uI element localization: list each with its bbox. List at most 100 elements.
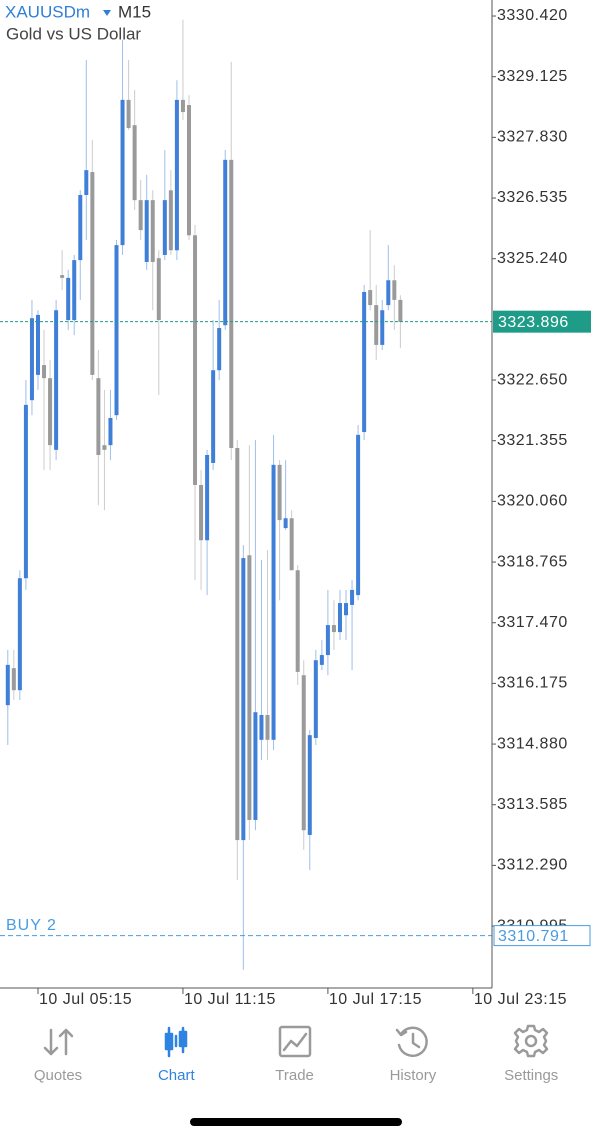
candle-body: [35, 314, 40, 375]
symbol-dropdown[interactable]: [103, 10, 111, 16]
candle-body: [392, 280, 397, 300]
candle: [253, 440, 258, 831]
candle-body: [247, 555, 252, 820]
candle: [356, 425, 361, 601]
order-price-label: 3310.791: [498, 928, 569, 945]
candle-body: [199, 484, 204, 541]
candle-body: [283, 518, 288, 529]
candle: [29, 299, 34, 416]
candle-body: [217, 328, 222, 371]
candle: [307, 730, 312, 871]
candle: [380, 299, 385, 351]
nav-icons: [43, 1024, 549, 1058]
candle: [72, 254, 77, 336]
history-icon[interactable]: [395, 1026, 428, 1058]
candle-body: [259, 715, 264, 740]
candle: [392, 265, 397, 330]
nav-tab-label[interactable]: History: [390, 1067, 437, 1084]
candle-body: [186, 105, 191, 236]
y-tick-label: 3321.355: [497, 432, 568, 449]
candle-body: [362, 291, 367, 433]
y-tick-label: 3317.470: [497, 614, 568, 631]
candle: [102, 389, 107, 511]
candle-body: [78, 194, 83, 261]
candle-body: [223, 159, 228, 326]
candle: [174, 80, 179, 261]
candle-body: [108, 417, 113, 446]
nav-tab-label[interactable]: Chart: [158, 1067, 196, 1084]
candle: [295, 565, 300, 686]
candle: [259, 559, 264, 760]
candle-body: [126, 99, 131, 128]
candle-body: [102, 445, 107, 450]
candle-body: [313, 660, 318, 738]
candle: [66, 269, 71, 330]
candle-body: [66, 277, 71, 321]
candle: [162, 150, 167, 261]
candle: [386, 245, 391, 311]
y-tick-label: 3322.650: [497, 371, 568, 388]
current-price-label: 3323.896: [498, 314, 569, 331]
y-tick-label: 3330.420: [497, 7, 568, 24]
candle: [96, 350, 101, 506]
candle: [54, 299, 59, 461]
candle: [156, 250, 161, 396]
candle-body: [301, 675, 306, 831]
candle-body: [11, 668, 16, 691]
candle: [120, 39, 125, 255]
candle: [114, 239, 119, 420]
candle: [301, 660, 306, 850]
x-tick-label: 10 Jul 17:15: [329, 991, 422, 1008]
settings-icon[interactable]: [513, 1024, 549, 1058]
candle-body: [168, 190, 173, 251]
candle: [247, 445, 252, 841]
candle-body: [211, 370, 216, 463]
candle-body: [325, 625, 330, 656]
candle: [337, 589, 342, 641]
candle-body: [72, 260, 77, 321]
order-price-box: [493, 925, 591, 947]
order-label: BUY 2: [6, 917, 57, 934]
candle: [17, 570, 22, 701]
candle-body: [235, 447, 240, 841]
candle-body: [150, 200, 155, 262]
current-price-box: [493, 310, 591, 333]
candle: [186, 95, 191, 240]
y-tick-label: 3313.585: [497, 796, 568, 813]
candle-body: [368, 290, 373, 306]
candle-body: [350, 589, 355, 605]
y-tick-label: 3327.830: [497, 129, 568, 146]
quotes-icon[interactable]: [43, 1028, 74, 1056]
chart-icon[interactable]: [164, 1026, 188, 1058]
candle: [199, 469, 204, 590]
candle-body: [29, 318, 34, 401]
candle-body: [356, 434, 361, 596]
y-tick-label: 3312.290: [497, 857, 568, 874]
symbol[interactable]: XAUUSDm: [5, 2, 90, 21]
candle: [126, 60, 131, 130]
nav-tab-label[interactable]: Quotes: [34, 1067, 82, 1084]
candle-body: [84, 170, 89, 195]
candle-body: [374, 305, 379, 345]
nav-tab-label[interactable]: Settings: [504, 1067, 558, 1084]
candle: [325, 589, 330, 676]
candle: [211, 320, 216, 470]
candle-body: [114, 245, 119, 416]
candle: [11, 649, 16, 701]
candle: [90, 140, 95, 381]
candle-body: [253, 712, 258, 820]
candle-body: [120, 99, 125, 246]
timeframe[interactable]: M15: [118, 2, 151, 21]
candle: [331, 600, 336, 650]
x-tick-label: 10 Jul 05:15: [39, 991, 132, 1008]
candle-body: [277, 464, 282, 521]
candle: [374, 284, 379, 360]
nav-tab-label[interactable]: Trade: [275, 1067, 314, 1084]
home-indicator: [190, 1118, 402, 1126]
y-tick-label: 3314.880: [497, 735, 568, 752]
candle: [368, 230, 373, 311]
candle-body: [319, 655, 324, 665]
candle-body: [138, 200, 143, 231]
trade-icon[interactable]: [278, 1025, 312, 1058]
